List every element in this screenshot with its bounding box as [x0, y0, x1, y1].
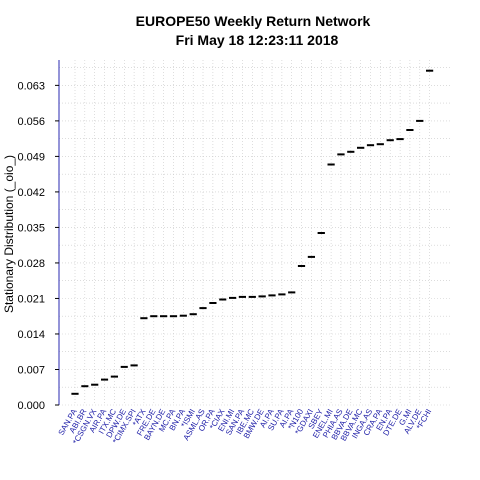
y-tick-label: 0.056: [17, 116, 45, 128]
y-axis-label: Stationary Distribution (_oio_): [2, 155, 16, 313]
y-tick-label: 0.021: [17, 293, 45, 305]
y-tick-label: 0.063: [17, 80, 45, 92]
data-points: [71, 69, 434, 395]
y-tick-label: 0.000: [17, 400, 45, 412]
chart-title-line1: EUROPE50 Weekly Return Network: [136, 13, 371, 29]
grid: [59, 60, 452, 406]
chart-title-line2: Fri May 18 12:23:11 2018: [176, 32, 339, 48]
y-tick-label: 0.035: [17, 222, 45, 234]
x-ticks: SAN.PAABI.BR*CSGN.VXAIR.PAITX.MCDPW.DE*C…: [57, 407, 434, 446]
y-tick-label: 0.007: [17, 364, 45, 376]
y-tick-label: 0.014: [17, 329, 45, 341]
y-tick-label: 0.049: [17, 151, 45, 163]
y-ticks: 0.000 0.007 0.014 0.021 0.028 0.035 0.042 0.049…: [17, 80, 59, 412]
y-tick-label: 0.028: [17, 258, 45, 270]
y-tick-label: 0.042: [17, 187, 45, 199]
